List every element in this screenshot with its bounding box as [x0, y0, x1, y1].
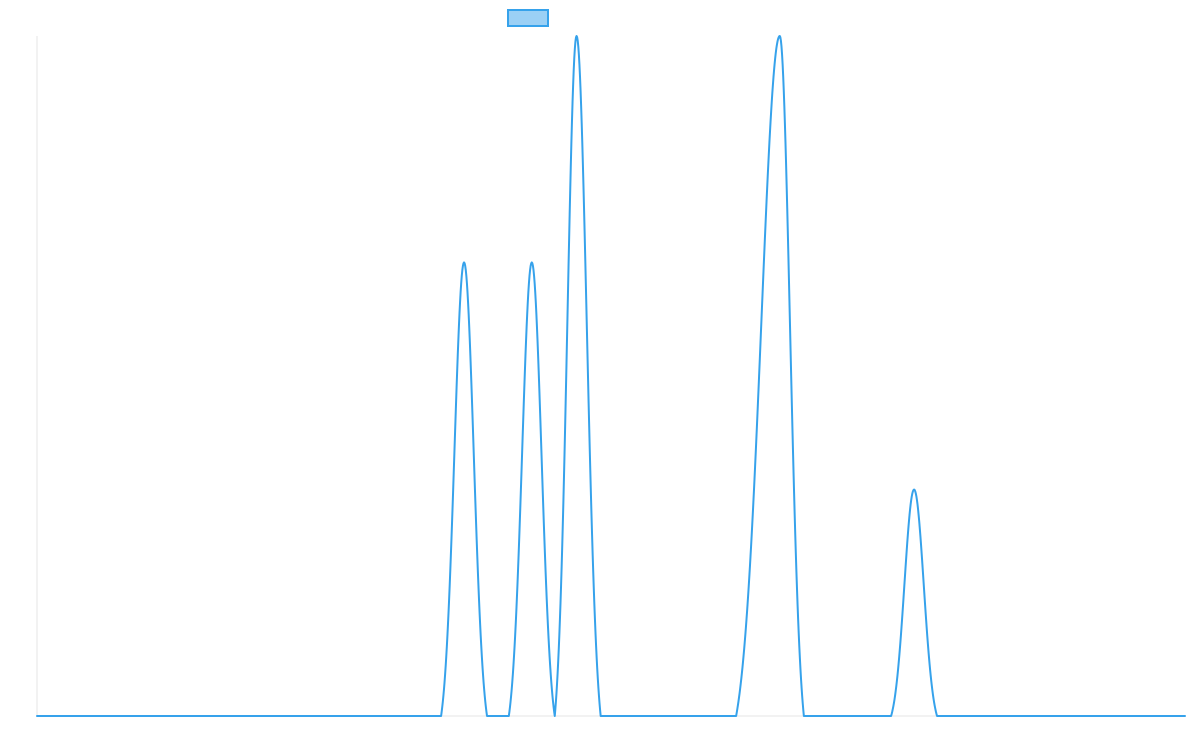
- legend-swatch[interactable]: [507, 9, 549, 27]
- peak-markers: [461, 33, 917, 493]
- data-point-peak-4: [777, 33, 783, 39]
- data-point-peak-5: [911, 487, 917, 493]
- data-point-peak-2: [529, 259, 535, 265]
- plot-area: [36, 33, 1186, 717]
- data-point-peak-1: [461, 259, 467, 265]
- data-point-peak-3: [574, 33, 580, 39]
- series-line: [36, 35, 1186, 717]
- legend[interactable]: [507, 9, 549, 27]
